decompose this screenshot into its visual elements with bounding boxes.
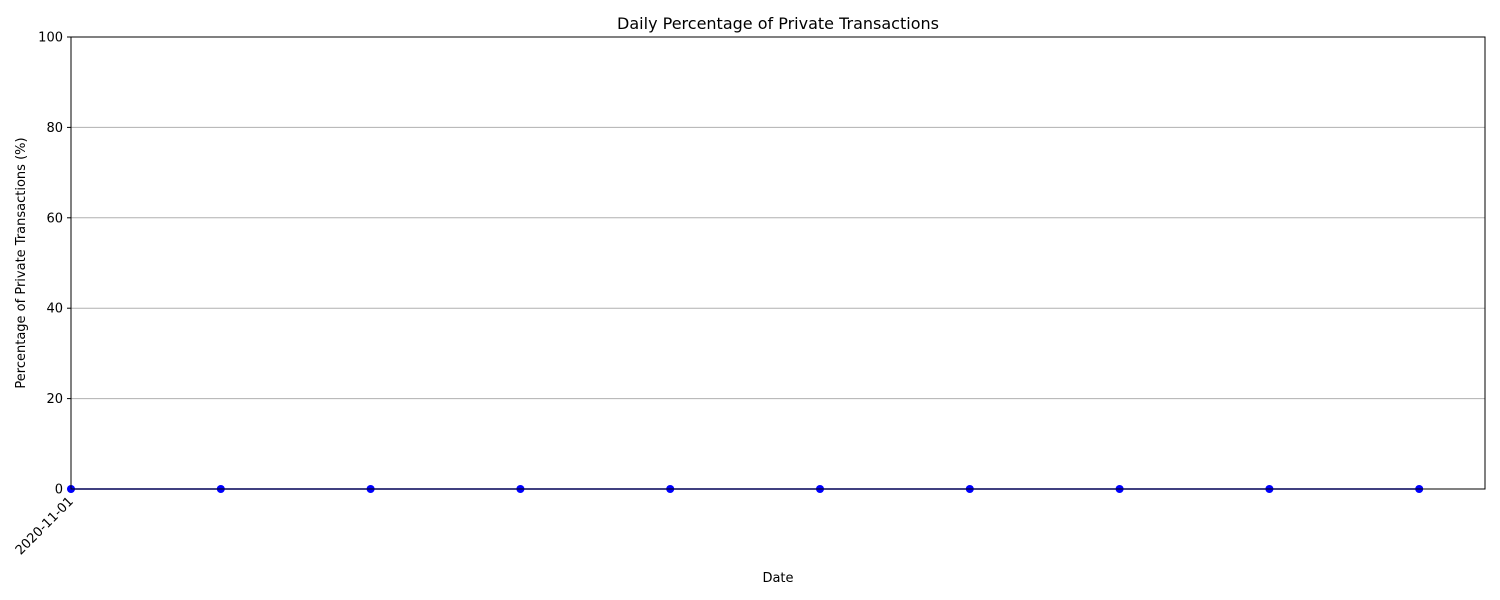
chart-title: Daily Percentage of Private Transactions <box>617 14 939 33</box>
y-tick-label: 100 <box>38 31 63 46</box>
y-tick-label: 40 <box>46 302 63 317</box>
x-axis: 2020-11-01 <box>13 489 77 558</box>
y-tick-label: 0 <box>55 483 63 498</box>
x-tick-label: 2020-11-01 <box>13 494 77 558</box>
y-tick-label: 80 <box>46 121 63 136</box>
y-axis-label: Percentage of Private Transactions (%) <box>14 137 29 388</box>
grid-layer <box>71 126 1485 400</box>
x-axis-label: Date <box>762 571 793 586</box>
y-tick-label: 20 <box>46 392 63 407</box>
y-axis: 0 20 40 60 80 100 <box>38 31 71 498</box>
plot-frame <box>70 36 1486 490</box>
y-tick-label: 60 <box>46 211 63 226</box>
